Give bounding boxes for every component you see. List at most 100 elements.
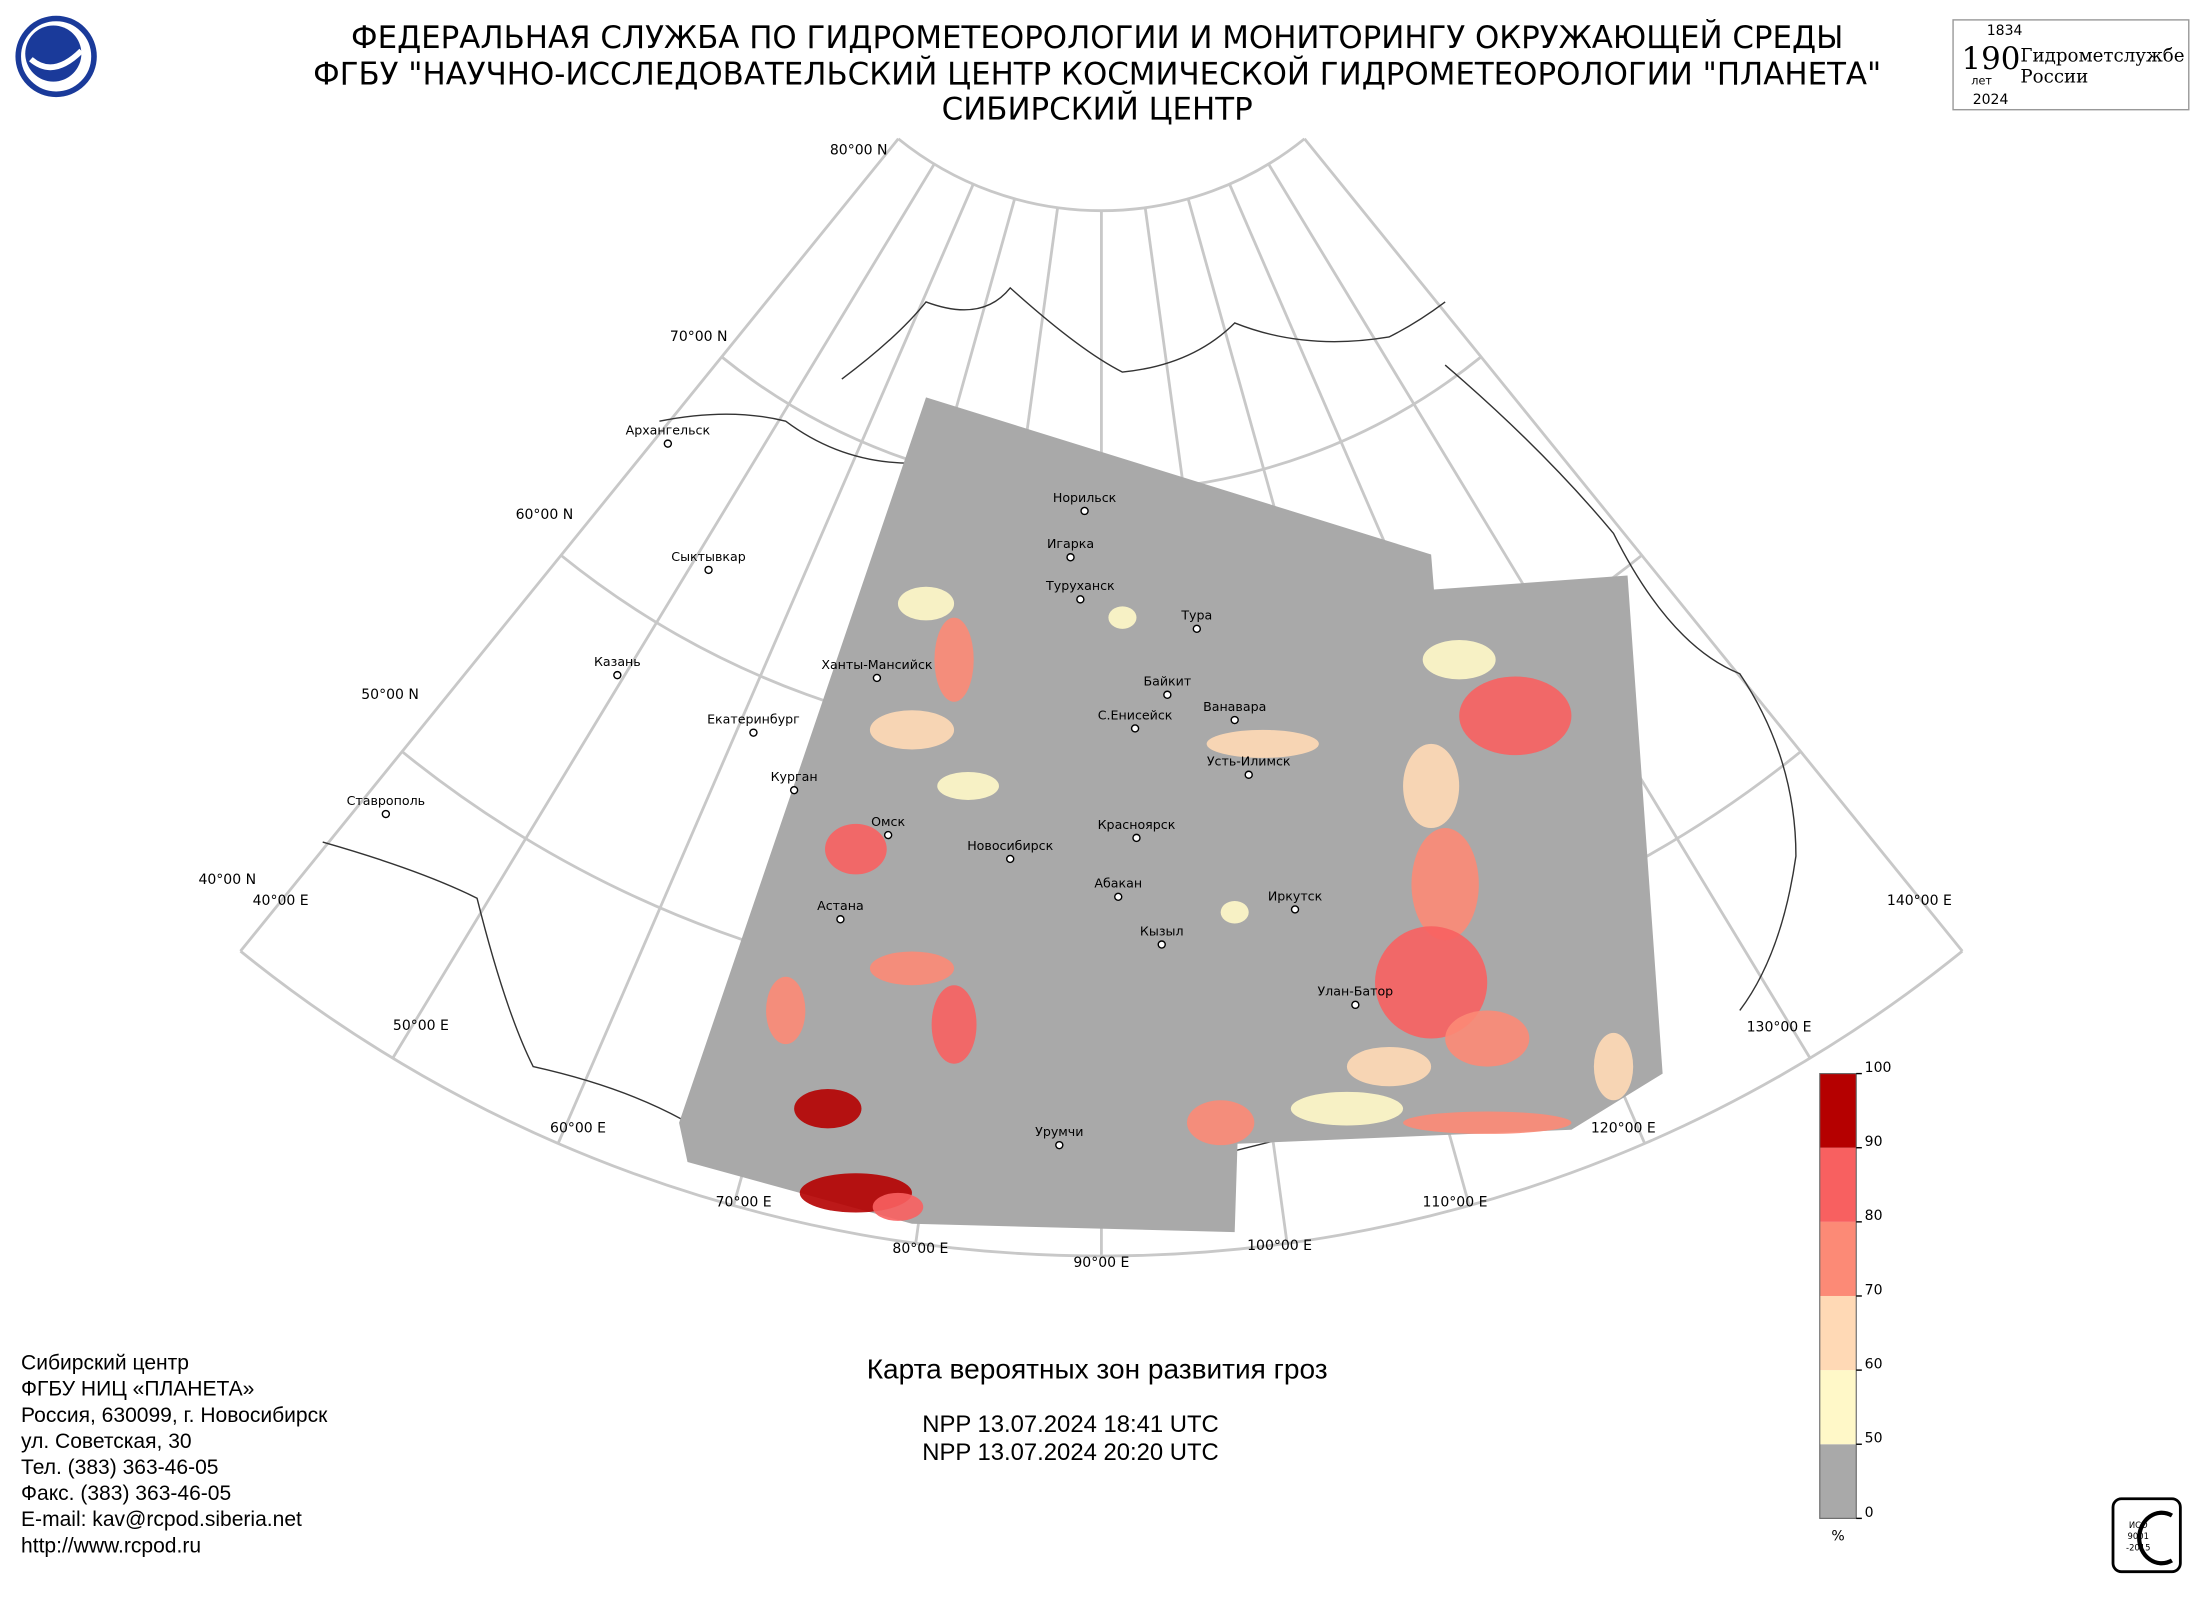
city-label: Новосибирск (967, 838, 1053, 853)
contacts: Сибирский центр ФГБУ НИЦ «ПЛАНЕТА» Россия,… (21, 1352, 328, 1558)
city-dot (1157, 940, 1166, 949)
storm-zone (766, 976, 806, 1045)
parallel (897, 137, 1306, 213)
city-label: Омск (871, 814, 905, 829)
storm-zone (1220, 901, 1249, 924)
pass-time: NPP 13.07.2024 20:20 UTC (922, 1439, 1218, 1466)
city-label: Екатеринбург (707, 712, 800, 727)
lon-label: 60°00 E (550, 1120, 606, 1136)
city-label: Астана (817, 898, 864, 913)
legend-bin (1819, 1444, 1857, 1519)
iso-text: ИСО (2129, 1520, 2148, 1530)
lon-label: 130°00 E (1747, 1019, 1812, 1035)
lon-label: 100°00 E (1247, 1238, 1312, 1254)
storm-zone (1422, 640, 1496, 680)
city-dot (1076, 595, 1085, 604)
city-label: Ванавара (1203, 699, 1266, 714)
header-line: СИБИРСКИЙ ЦЕНТР (942, 92, 1253, 128)
legend-tick-label: 100 (1865, 1060, 1892, 1076)
legend-tick-label: 70 (1865, 1282, 1883, 1298)
city-label: Архангельск (626, 422, 711, 437)
lon-label: 120°00 E (1591, 1120, 1656, 1136)
storm-zone (934, 617, 974, 702)
contact-line: ул. Советская, 30 (21, 1430, 192, 1453)
storm-zone (1459, 676, 1572, 756)
storm-zone (869, 951, 955, 986)
city-label: Игарка (1047, 536, 1094, 551)
storm-zone (872, 1192, 924, 1221)
city-label: Улан-Батор (1317, 984, 1393, 999)
lon-label: 90°00 E (1073, 1255, 1129, 1271)
city-dot (381, 809, 391, 819)
city-label: Усть-Илимск (1207, 754, 1291, 769)
logo-years: лет (1971, 75, 1992, 88)
legend-bin (1819, 1147, 1857, 1222)
storm-zone (1290, 1091, 1404, 1126)
lon-label: 50°00 E (393, 1018, 449, 1034)
city-label: Курган (771, 769, 818, 784)
meridian (1303, 137, 1964, 953)
city-label: Байкит (1143, 674, 1191, 689)
city-dot (1066, 553, 1075, 562)
city-label: Казань (594, 654, 641, 669)
storm-zone (869, 710, 955, 750)
storm-zone (794, 1089, 862, 1129)
city-dot (749, 728, 758, 737)
city-dot (1290, 905, 1300, 914)
coastline (1444, 364, 1797, 1011)
storm-zone (1206, 729, 1319, 758)
contact-line: http://www.rcpod.ru (21, 1534, 201, 1557)
city-dot (1244, 770, 1253, 779)
city-label: Красноярск (1098, 817, 1176, 832)
logo-frame (1952, 19, 2190, 111)
iso-logo: ИСО 9001 -2015 (2111, 1497, 2182, 1574)
city-label: Сыктывкар (671, 549, 745, 564)
logo-year: 2024 (1973, 92, 2009, 108)
iso-text: -2015 (2126, 1542, 2150, 1552)
cities: Архангельск Сыктывкар Казань Екатеринбург Ку… (347, 422, 1393, 1150)
storm-zone (1411, 828, 1479, 941)
city-dot (1114, 892, 1123, 902)
legend-bin (1819, 1370, 1857, 1445)
city-dot (1192, 624, 1202, 634)
right-logo: 1834 190 лет Гидрометслужбе России 2024 (1952, 19, 2190, 111)
legend: 0 50 60 70 80 90 100% (1819, 1060, 1892, 1545)
storm-zone (1403, 743, 1460, 829)
logo-year: 1834 (1987, 23, 2023, 39)
legend-tick-label: 80 (1865, 1208, 1883, 1224)
logo-number: 190 (1961, 41, 2020, 77)
header-line: ФГБУ "НАУЧНО-ИССЛЕДОВАТЕЛЬСКИЙ ЦЕНТР КОС… (313, 57, 1881, 93)
coastline (841, 286, 1446, 380)
legend-tick-label: 50 (1865, 1431, 1883, 1447)
city-dot (872, 673, 882, 683)
header-line: ФЕДЕРАЛЬНАЯ СЛУЖБА ПО ГИДРОМЕТЕОРОЛОГИИ … (351, 20, 1843, 56)
coastline (659, 413, 912, 464)
legend-tick-label: 60 (1865, 1356, 1883, 1372)
lat-label: 70°00 N (670, 329, 728, 345)
storm-zone (1186, 1100, 1255, 1146)
storm-zones (766, 586, 1634, 1221)
legend-tick-label: 0 (1865, 1505, 1874, 1521)
city-label: Урумчи (1035, 1124, 1083, 1139)
legend-tick-label: 90 (1865, 1134, 1883, 1150)
city-dot (883, 830, 893, 840)
city-label: Ханты-Мансийск (821, 657, 933, 672)
lat-label: 40°00 N (198, 872, 256, 888)
logo-globe (25, 25, 82, 82)
storm-zone (937, 771, 999, 800)
city-dot (1080, 506, 1089, 516)
pass-time: NPP 13.07.2024 18:41 UTC (922, 1411, 1218, 1438)
legend-bin (1819, 1073, 1857, 1148)
lat-label: 60°00 N (516, 507, 574, 523)
map-title: Карта вероятных зон развития гроз (867, 1353, 1328, 1384)
lon-label: 110°00 E (1423, 1195, 1488, 1211)
storm-zone (1403, 1111, 1572, 1134)
city-label: Туруханск (1045, 578, 1115, 593)
storm-zone (1593, 1032, 1634, 1101)
contact-line: E-mail: kav@rcpod.siberia.net (21, 1508, 302, 1531)
iso-frame (2111, 1497, 2182, 1574)
city-dot (663, 439, 673, 448)
graticule-labels: 80°00 N 70°00 N 60°00 N 50°00 N 40°00 N 40°00… (198, 142, 1951, 1271)
city-label: Тура (1180, 608, 1212, 623)
